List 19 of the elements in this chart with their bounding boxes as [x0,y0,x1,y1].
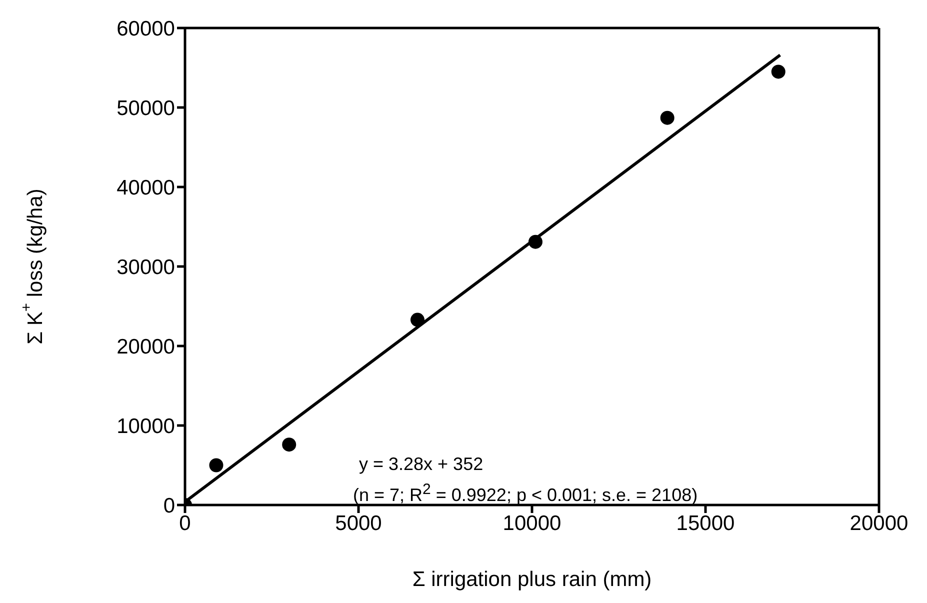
y-tick-label: 50000 [116,96,175,120]
point [771,64,786,79]
point [660,110,674,125]
annotation: y = 3.28x + 352 [359,453,484,475]
x-tick-label: 10000 [502,512,562,535]
y-tick-label: 30000 [116,256,175,279]
y-tick-label: 0 [163,494,175,518]
y-tick-label: 60000 [116,17,175,40]
y-tick-label: 10000 [116,414,175,438]
y-tick-label: 20000 [116,335,175,358]
x-tick-label: 0 [179,512,191,535]
point [209,458,224,472]
point [282,438,296,452]
x-axis-title: Σ irrigation plus rain (mm) [412,568,652,591]
y-tick-label: 40000 [116,176,175,200]
x-tick-label: 20000 [850,512,908,535]
x-tick-label: 15000 [676,512,735,535]
annotation: (n = 7; R$^{2}$ = 0.9922; p < 0.001; s.e. = 2108) [353,480,698,506]
x-tick-label: 5000 [335,512,382,535]
